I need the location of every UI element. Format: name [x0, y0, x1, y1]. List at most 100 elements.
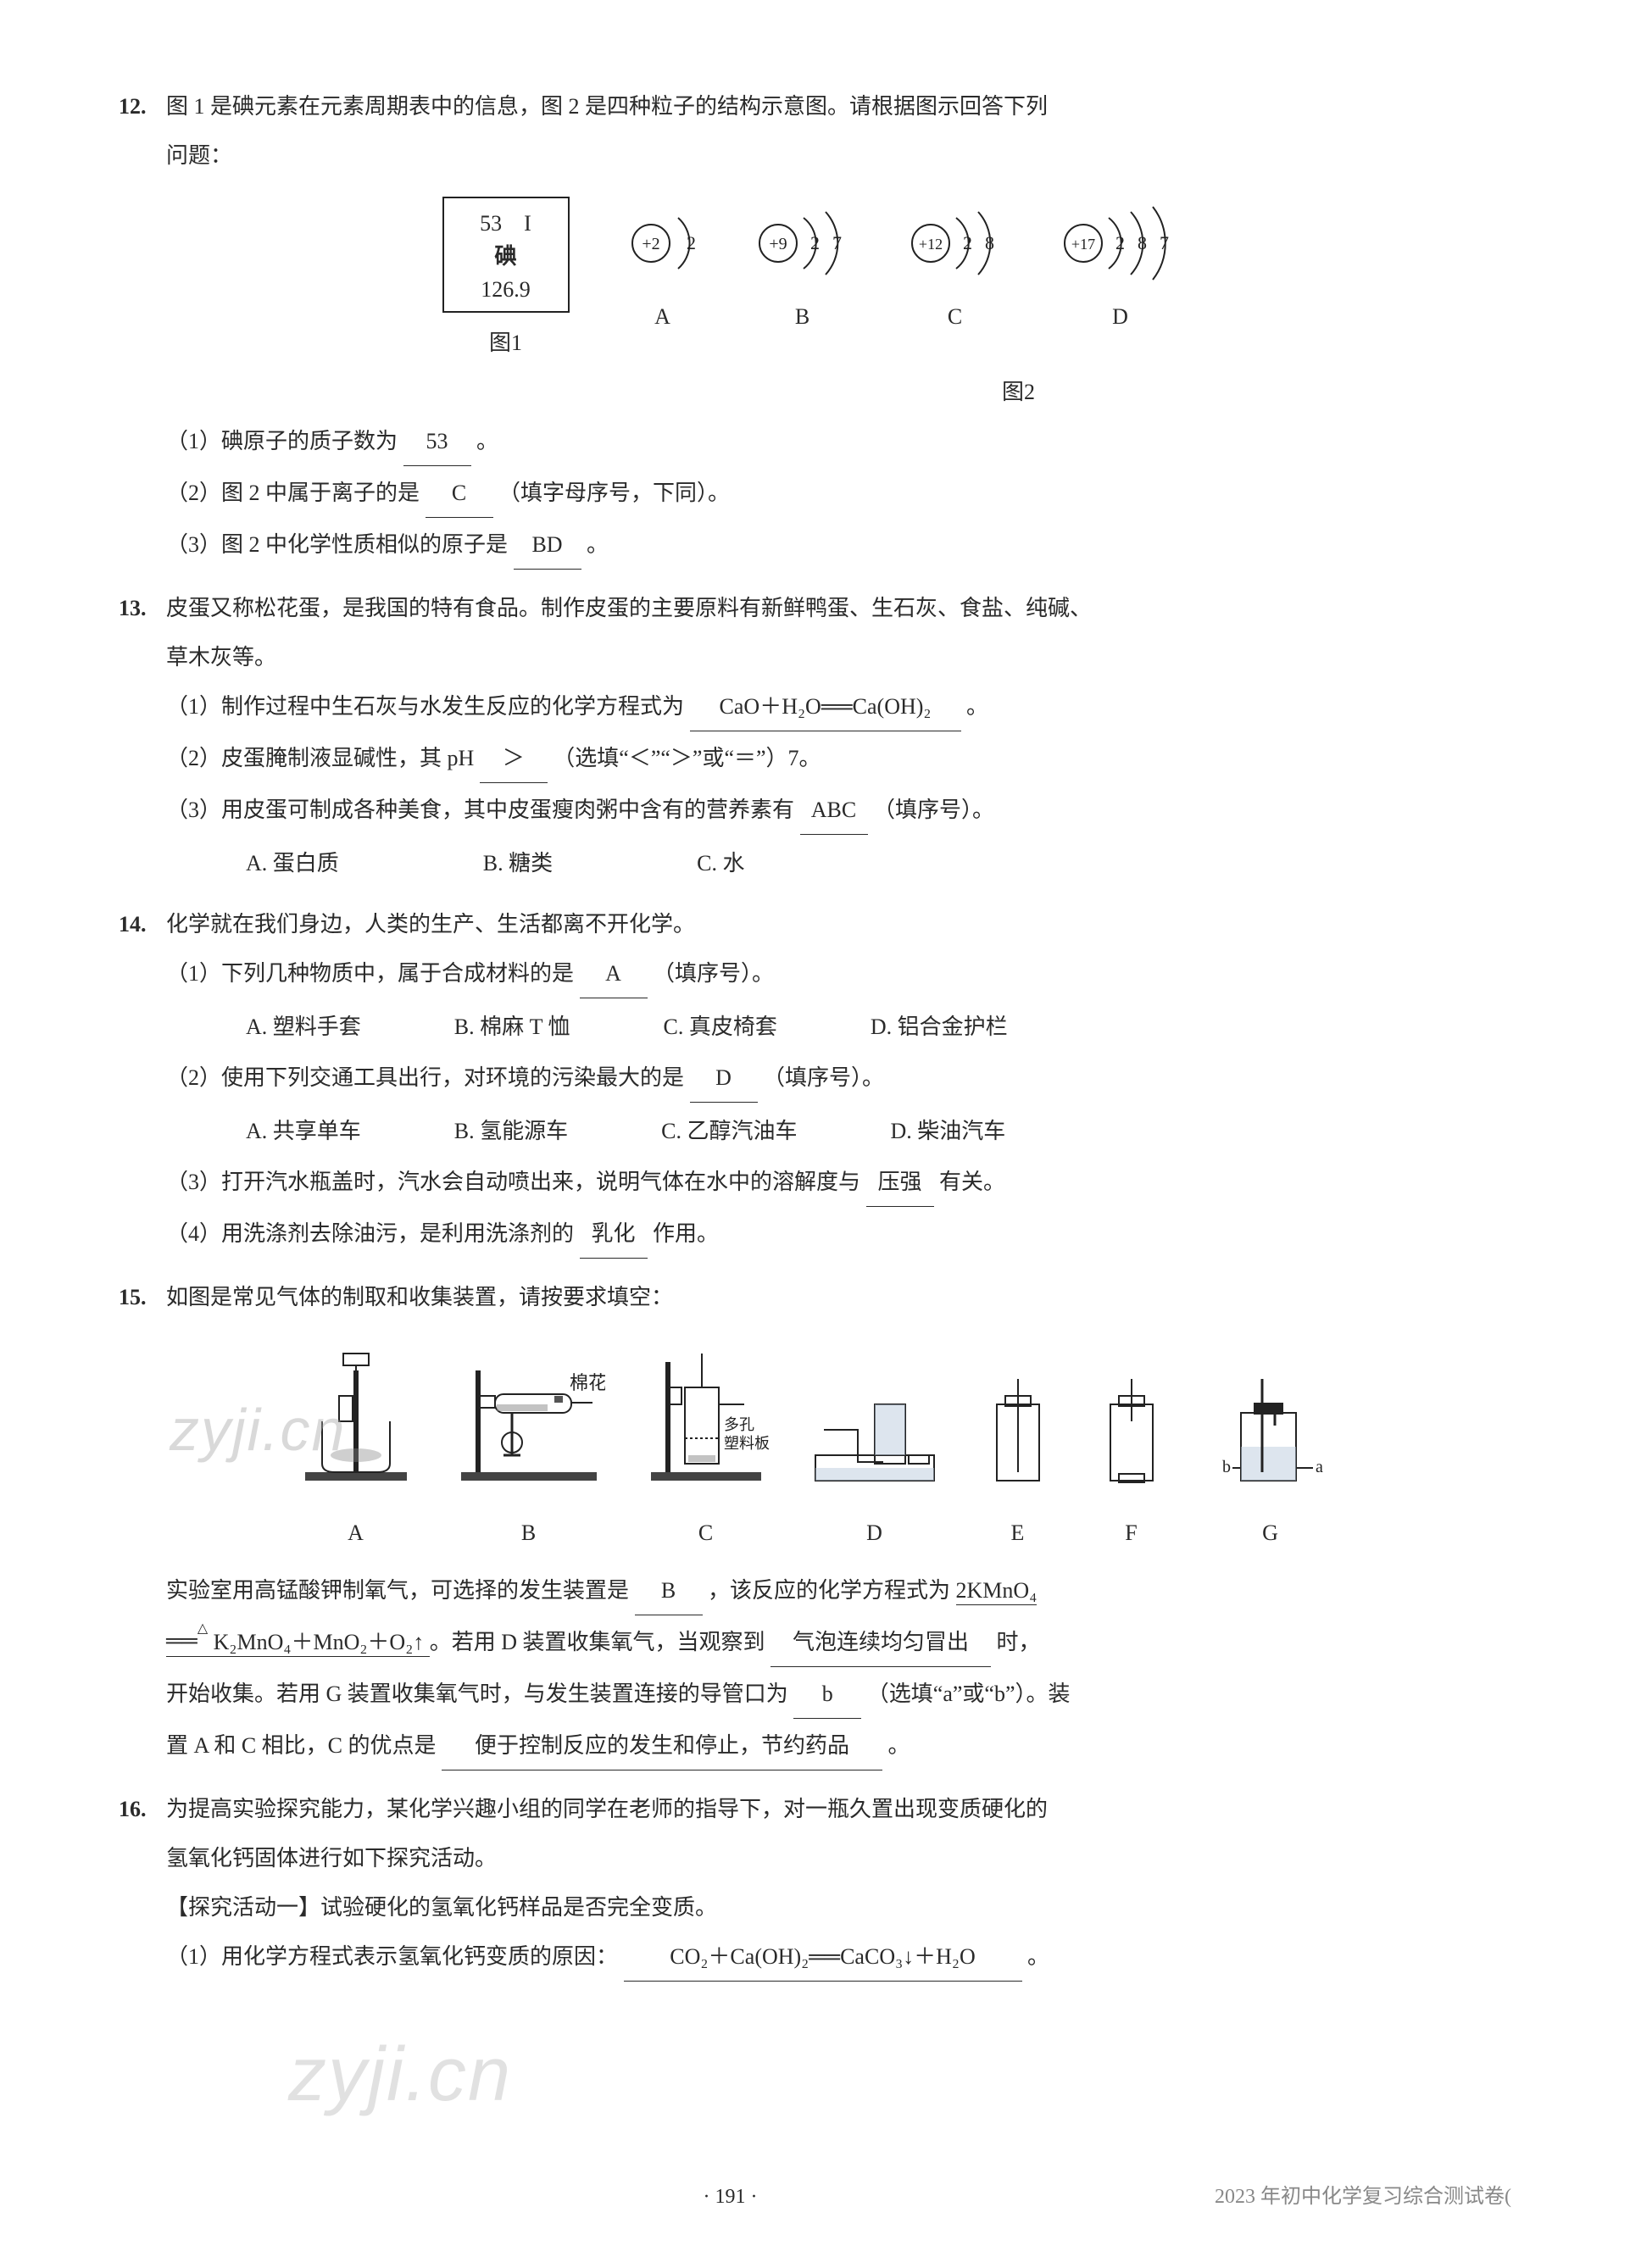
q15-eq-rhs: K₂MnO₄＋MnO₂＋O₂↑	[214, 1630, 425, 1654]
q16-activity1: 【探究活动一】试验硬化的氢氧化钙样品是否完全变质。	[166, 1886, 1511, 1930]
q12-s2-answer: C	[426, 471, 493, 518]
question-12: 12. 图 1 是碘元素在元素周期表中的信息，图 2 是四种粒子的结构示意图。请…	[119, 85, 1511, 570]
svg-text:2: 2	[963, 232, 972, 253]
atom-C-svg: +12 2 8	[900, 197, 1010, 290]
q13-optA: A. 蛋白质	[246, 842, 339, 886]
apparatus-F: F	[1093, 1370, 1170, 1555]
q14-opt2D: D. 柴油汽车	[890, 1109, 1005, 1153]
question-15: 15. 如图是常见气体的制取和收集装置，请按要求填空： zyji.cn A	[119, 1276, 1511, 1770]
q13-sub2: （2）皮蛋腌制液显碱性，其 pH ＞ （选填“＜”“＞”或“＝”）7。	[166, 737, 1511, 783]
q12-s1-answer: 53	[403, 420, 471, 466]
atom-B-svg: +9 2 7	[748, 197, 858, 290]
q13-number: 13.	[119, 586, 166, 631]
apparatus-E-svg	[980, 1370, 1056, 1489]
apparatus-D: D	[807, 1370, 943, 1555]
q14-sub1: （1）下列几种物质中，属于合成材料的是 A （填序号）。	[166, 952, 1511, 998]
question-13: 13. 皮蛋又称松花蛋，是我国的特有食品。制作皮蛋的主要原料有新鲜鸭蛋、生石灰、…	[119, 586, 1511, 886]
figure-1-wrap: 53 I 碘 126.9 图1	[442, 197, 570, 365]
svg-text:+12: +12	[918, 236, 942, 253]
apparatus-A: A	[297, 1345, 415, 1555]
apparatus-B-svg: 棉花	[453, 1345, 605, 1489]
q14-opt2C: C. 乙醇汽油车	[661, 1109, 797, 1153]
svg-text:2: 2	[810, 232, 820, 253]
apparatus-C: 多孔 塑料板 C	[643, 1345, 770, 1555]
q14-sub4: （4）用洗涤剂去除油污，是利用洗涤剂的 乳化 作用。	[166, 1212, 1511, 1259]
svg-text:塑料板: 塑料板	[724, 1435, 770, 1452]
q16-number: 16.	[119, 1787, 166, 1832]
apparatus-G-svg: b a	[1207, 1370, 1334, 1489]
q13-optB: B. 糖类	[483, 842, 553, 886]
q16-text2: 氢氧化钙固体进行如下探究活动。	[119, 1837, 1511, 1881]
q15-para: 实验室用高锰酸钾制氧气，可选择的发生装置是 B ，该反应的化学方程式为 2KMn…	[119, 1569, 1511, 1770]
svg-text:+17: +17	[1071, 236, 1094, 253]
page-number: · 191 ·	[288, 2176, 1172, 2217]
q14-sub3: （3）打开汽水瓶盖时，汽水会自动喷出来，说明气体在水中的溶解度与 压强 有关。	[166, 1160, 1511, 1207]
q13-s3-answer: ABC	[800, 788, 868, 835]
q15-apparatus: zyji.cn A	[119, 1345, 1511, 1555]
q14-opt1B: B. 棉麻 T 恤	[454, 1005, 570, 1049]
q15-ans1: B	[635, 1569, 703, 1615]
q14-s4-answer: 乳化	[580, 1212, 648, 1259]
watermark-bottom: zyji.cn	[119, 1998, 1511, 2151]
atom-D-svg: +17 2 8 7	[1053, 197, 1188, 290]
fig1-line2: 碘	[444, 240, 568, 273]
question-16: 16. 为提高实验探究能力，某化学兴趣小组的同学在老师的指导下，对一瓶久置出现变…	[119, 1787, 1511, 1982]
q14-s2-answer: D	[690, 1056, 758, 1103]
q14-s3-answer: 压强	[866, 1160, 934, 1207]
q12-figures: 53 I 碘 126.9 图1 +2 2 A +9	[119, 197, 1511, 365]
q14-opt2B: B. 氢能源车	[454, 1109, 568, 1153]
atom-A: +2 2 A	[620, 197, 705, 339]
q14-options2: A. 共享单车 B. 氢能源车 C. 乙醇汽油车 D. 柴油汽车	[166, 1109, 1511, 1153]
svg-text:+2: +2	[642, 235, 659, 253]
page-footer: · 191 · 2023 年初中化学复习综合测试卷(	[119, 2176, 1511, 2217]
q16-sub1: （1）用化学方程式表示氢氧化钙变质的原因： CO₂＋Ca(OH)₂══CaCO₃…	[166, 1935, 1511, 1982]
apparatus-B: 棉花 B	[453, 1345, 605, 1555]
q14-opt1A: A. 塑料手套	[246, 1005, 361, 1049]
q15-ans4: 便于控制反应的发生和停止，节约药品	[442, 1724, 882, 1770]
q15-ans2: 气泡连续均匀冒出	[770, 1620, 991, 1667]
svg-text:b: b	[1222, 1458, 1231, 1476]
q14-opt1D: D. 铝合金护栏	[871, 1005, 1008, 1049]
q13-sub3: （3）用皮蛋可制成各种美食，其中皮蛋瘦肉粥中含有的营养素有 ABC （填序号）。	[166, 788, 1511, 835]
apparatus-F-svg	[1093, 1370, 1170, 1489]
q12-sub3: （3）图 2 中化学性质相似的原子是 BD 。	[166, 523, 1511, 570]
q12-text: 图 1 是碘元素在元素周期表中的信息，图 2 是四种粒子的结构示意图。请根据图示…	[166, 94, 1048, 119]
q12-s3-answer: BD	[514, 523, 581, 570]
q14-opt2A: A. 共享单车	[246, 1109, 361, 1153]
svg-text:a: a	[1316, 1458, 1323, 1476]
q13-text2: 草木灰等。	[119, 636, 1511, 680]
q12-sub2: （2）图 2 中属于离子的是 C （填字母序号，下同）。	[166, 471, 1511, 518]
q13-optC: C. 水	[697, 842, 744, 886]
apparatus-C-svg: 多孔 塑料板	[643, 1345, 770, 1489]
q14-text: 化学就在我们身边，人类的生产、生活都离不开化学。	[166, 912, 695, 937]
apparatus-G: b a G	[1207, 1370, 1334, 1555]
q14-s1-answer: A	[580, 952, 648, 998]
footer-right: 2023 年初中化学复习综合测试卷(	[1172, 2176, 1511, 2217]
svg-text:+9: +9	[769, 235, 787, 253]
q14-opt1C: C. 真皮椅套	[664, 1005, 777, 1049]
q13-text: 皮蛋又称松花蛋，是我国的特有食品。制作皮蛋的主要原料有新鲜鸭蛋、生石灰、食盐、纯…	[166, 596, 1092, 620]
q13-options: A. 蛋白质 B. 糖类 C. 水	[166, 842, 1511, 886]
atom-C: +12 2 8 C	[900, 197, 1010, 339]
q15-ans3: b	[793, 1672, 861, 1719]
question-14: 14. 化学就在我们身边，人类的生产、生活都离不开化学。 （1）下列几种物质中，…	[119, 903, 1511, 1259]
apparatus-E: E	[980, 1370, 1056, 1555]
q12-text2: 问题：	[119, 134, 1511, 178]
apparatus-D-svg	[807, 1370, 943, 1489]
q14-number: 14.	[119, 903, 166, 947]
q14-sub2: （2）使用下列交通工具出行，对环境的污染最大的是 D （填序号）。	[166, 1056, 1511, 1103]
q16-text: 为提高实验探究能力，某化学兴趣小组的同学在老师的指导下，对一瓶久置出现变质硬化的	[166, 1797, 1048, 1821]
q15-text: 如图是常见气体的制取和收集装置，请按要求填空：	[166, 1285, 673, 1309]
fig1-line1: 53 I	[444, 207, 568, 240]
fig2-caption: 图2	[1002, 370, 1035, 414]
svg-text:7: 7	[1160, 232, 1169, 253]
q16-s1-answer: CO₂＋Ca(OH)₂══CaCO₃↓＋H₂O	[624, 1935, 1022, 1982]
q13-s2-answer: ＞	[480, 737, 548, 783]
atom-B: +9 2 7 B	[748, 197, 858, 339]
fig1-caption: 图1	[442, 321, 570, 365]
atom-D: +17 2 8 7 D	[1053, 197, 1188, 339]
svg-text:棉花: 棉花	[570, 1372, 605, 1393]
atom-A-svg: +2 2	[620, 197, 705, 290]
svg-text:多孔: 多孔	[724, 1416, 754, 1433]
q15-number: 15.	[119, 1276, 166, 1320]
